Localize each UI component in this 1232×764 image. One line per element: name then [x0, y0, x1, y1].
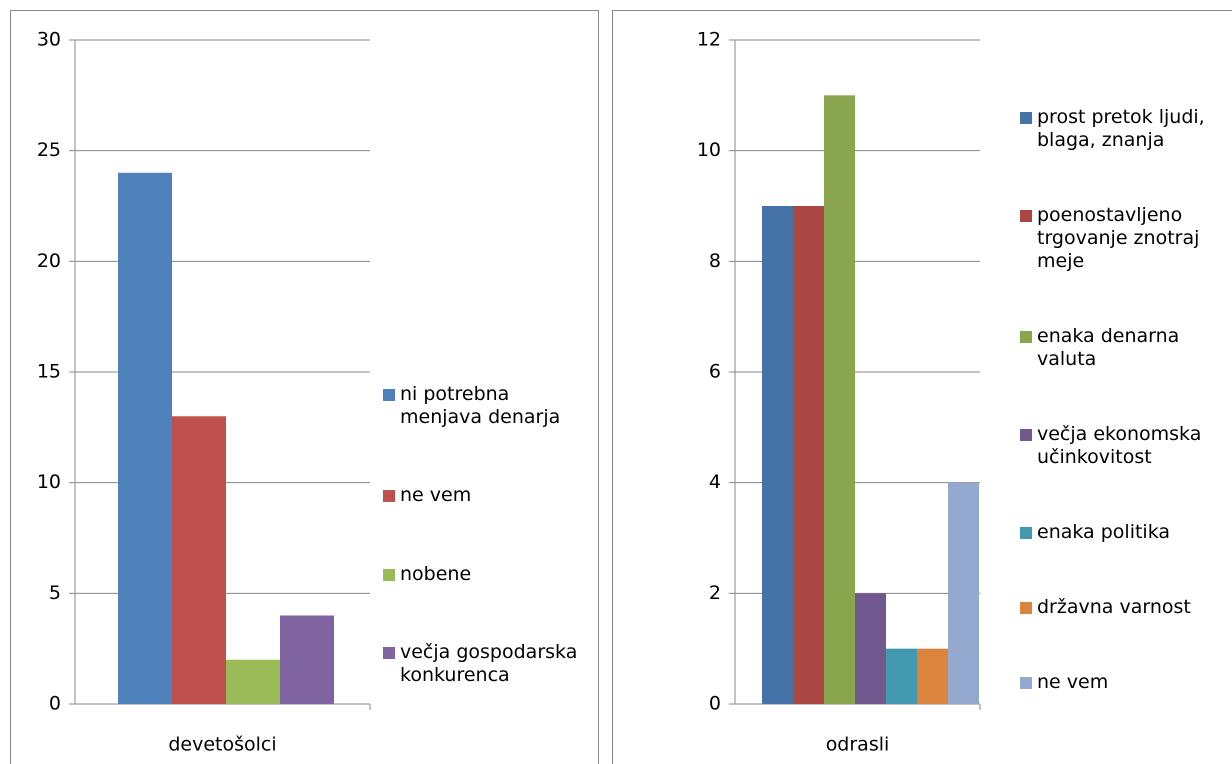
bar	[855, 593, 886, 704]
y-tick-label: 5	[49, 582, 61, 604]
legend-item: ne vem	[1020, 671, 1232, 694]
legend: prost pretok ljudi, blaga, znanja poenost…	[1020, 80, 1232, 720]
bar	[226, 659, 280, 704]
y-tick-label: 4	[709, 471, 721, 493]
legend-swatch	[1020, 677, 1032, 689]
legend-swatch	[383, 388, 395, 401]
chart-frame	[10, 10, 599, 764]
y-tick-label: 20	[37, 250, 61, 272]
y-tick-label: 12	[697, 29, 721, 51]
y-tick-label: 6	[709, 361, 721, 383]
y-tick-label: 30	[37, 29, 61, 51]
legend-swatch	[383, 490, 395, 503]
bar	[172, 416, 226, 704]
legend-item: državna varnost	[1020, 596, 1232, 619]
legend-swatch	[383, 647, 395, 660]
legend-swatch	[1020, 602, 1032, 614]
legend: ni potrebna menjava denarja ne vem nobene v…	[383, 355, 593, 715]
legend-item: večja gospodarska konkurenca	[383, 641, 593, 687]
legend-label: večja gospodarska konkurenca	[400, 641, 578, 687]
legend-swatch	[383, 568, 395, 581]
y-tick-label: 10	[37, 471, 61, 493]
legend-swatch	[1020, 210, 1032, 222]
bar	[886, 648, 917, 704]
bar	[793, 206, 824, 704]
legend-label: ne vem	[400, 484, 472, 507]
bar	[280, 615, 334, 704]
legend-item: nobene	[383, 563, 593, 586]
x-tick-label: odrasli	[826, 734, 890, 756]
legend-label: poenostavljeno trgovanje znotraj meje	[1037, 204, 1200, 272]
bar	[824, 95, 855, 705]
y-tick-label: 25	[37, 139, 61, 161]
legend-label: prost pretok ljudi, blaga, znanja	[1037, 106, 1205, 151]
legend-label: nobene	[400, 562, 472, 585]
legend-label: enaka politika	[1037, 521, 1171, 543]
y-tick-label: 15	[37, 361, 61, 383]
bar	[762, 206, 793, 704]
legend-swatch	[1020, 527, 1032, 539]
legend-item: enaka politika	[1020, 521, 1232, 544]
legend-item: prost pretok ljudi, blaga, znanja	[1020, 106, 1232, 152]
bar	[118, 172, 172, 705]
legend-item: večja ekonomska učinkovitost	[1020, 423, 1232, 469]
legend-item: poenostavljeno trgovanje znotraj meje	[1020, 204, 1232, 273]
y-tick-label: 2	[709, 582, 721, 604]
legend-item: ni potrebna menjava denarja	[383, 383, 593, 429]
y-tick-label: 0	[709, 693, 721, 715]
y-tick-label: 0	[49, 693, 61, 715]
legend-swatch	[1020, 112, 1032, 124]
legend-swatch	[1020, 331, 1032, 343]
legend-swatch	[1020, 429, 1032, 441]
legend-label: državna varnost	[1037, 596, 1191, 618]
y-tick-label: 10	[697, 139, 721, 161]
x-tick-label: devetošolci	[168, 734, 276, 756]
chart-frame	[612, 10, 1232, 764]
legend-label: ne vem	[1037, 671, 1109, 693]
bar	[948, 482, 979, 704]
legend-item: enaka denarna valuta	[1020, 325, 1232, 371]
legend-item: ne vem	[383, 484, 593, 507]
legend-label: večja ekonomska učinkovitost	[1037, 423, 1202, 468]
legend-label: enaka denarna valuta	[1037, 325, 1180, 370]
y-tick-label: 8	[709, 250, 721, 272]
legend-label: ni potrebna menjava denarja	[400, 382, 561, 428]
bar	[917, 648, 948, 704]
